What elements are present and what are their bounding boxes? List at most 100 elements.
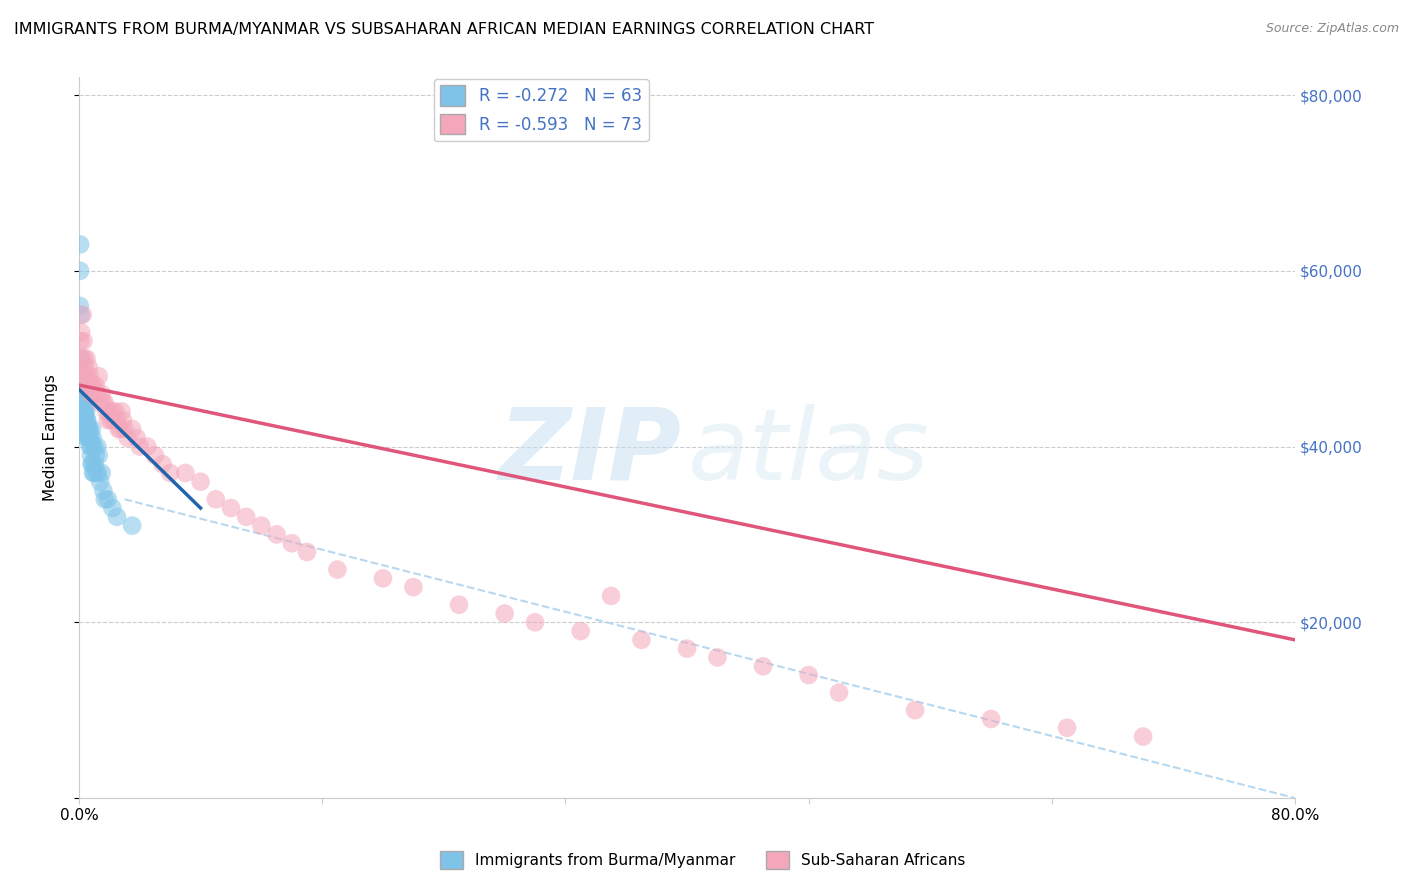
Point — [281, 536, 304, 550]
Point — [600, 589, 623, 603]
Point — [98, 404, 121, 418]
Text: IMMIGRANTS FROM BURMA/MYANMAR VS SUBSAHARAN AFRICAN MEDIAN EARNINGS CORRELATION : IMMIGRANTS FROM BURMA/MYANMAR VS SUBSAHA… — [14, 22, 875, 37]
Point — [73, 404, 96, 418]
Point — [75, 369, 97, 384]
Point — [72, 386, 94, 401]
Point — [104, 404, 127, 418]
Point — [295, 545, 318, 559]
Point — [76, 422, 98, 436]
Point — [90, 466, 112, 480]
Point — [204, 492, 226, 507]
Point — [79, 378, 101, 392]
Point — [72, 404, 94, 418]
Point — [69, 334, 91, 348]
Point — [83, 466, 105, 480]
Point — [107, 422, 129, 436]
Point — [84, 457, 107, 471]
Point — [73, 360, 96, 375]
Point — [630, 632, 652, 647]
Point — [70, 404, 93, 418]
Point — [72, 413, 94, 427]
Point — [121, 518, 143, 533]
Point — [76, 413, 98, 427]
Point — [89, 395, 111, 409]
Point — [105, 509, 128, 524]
Point — [371, 571, 394, 585]
Point — [105, 413, 128, 427]
Point — [96, 404, 118, 418]
Point — [235, 509, 257, 524]
Point — [86, 440, 108, 454]
Text: ZIP: ZIP — [498, 404, 682, 500]
Point — [77, 378, 100, 392]
Point — [84, 448, 107, 462]
Point — [89, 475, 111, 489]
Point — [159, 466, 181, 480]
Point — [70, 404, 93, 418]
Point — [904, 703, 927, 717]
Point — [219, 501, 242, 516]
Point — [80, 386, 103, 401]
Point — [75, 422, 97, 436]
Point — [752, 659, 775, 673]
Point — [87, 369, 110, 384]
Point — [73, 413, 96, 427]
Point — [76, 413, 98, 427]
Point — [114, 422, 136, 436]
Point — [97, 492, 120, 507]
Point — [101, 404, 124, 418]
Point — [174, 466, 197, 480]
Point — [797, 668, 820, 682]
Point — [980, 712, 1002, 726]
Point — [73, 386, 96, 401]
Point — [91, 483, 114, 498]
Legend: R = -0.272   N = 63, R = -0.593   N = 73: R = -0.272 N = 63, R = -0.593 N = 73 — [433, 78, 648, 141]
Point — [402, 580, 425, 594]
Point — [79, 431, 101, 445]
Point — [69, 378, 91, 392]
Point — [70, 326, 93, 340]
Point — [250, 518, 273, 533]
Point — [101, 501, 124, 516]
Point — [77, 431, 100, 445]
Legend: Immigrants from Burma/Myanmar, Sub-Saharan Africans: Immigrants from Burma/Myanmar, Sub-Sahar… — [434, 845, 972, 875]
Point — [494, 607, 516, 621]
Point — [87, 448, 110, 462]
Point — [72, 334, 94, 348]
Point — [82, 457, 104, 471]
Point — [77, 360, 100, 375]
Point — [82, 440, 104, 454]
Point — [94, 395, 117, 409]
Point — [69, 299, 91, 313]
Point — [87, 466, 110, 480]
Point — [90, 386, 112, 401]
Point — [128, 440, 150, 454]
Point — [70, 378, 93, 392]
Point — [117, 431, 139, 445]
Point — [73, 404, 96, 418]
Point — [70, 308, 93, 322]
Point — [77, 422, 100, 436]
Point — [84, 378, 107, 392]
Y-axis label: Median Earnings: Median Earnings — [44, 375, 58, 501]
Point — [80, 440, 103, 454]
Point — [447, 598, 470, 612]
Point — [73, 404, 96, 418]
Point — [86, 386, 108, 401]
Point — [75, 431, 97, 445]
Point — [77, 431, 100, 445]
Point — [77, 431, 100, 445]
Point — [83, 440, 105, 454]
Point — [83, 386, 105, 401]
Point — [326, 563, 349, 577]
Point — [110, 404, 132, 418]
Point — [79, 422, 101, 436]
Point — [152, 457, 174, 471]
Point — [125, 431, 148, 445]
Point — [143, 448, 166, 462]
Point — [72, 308, 94, 322]
Point — [72, 395, 94, 409]
Point — [80, 457, 103, 471]
Point — [69, 264, 91, 278]
Point — [706, 650, 728, 665]
